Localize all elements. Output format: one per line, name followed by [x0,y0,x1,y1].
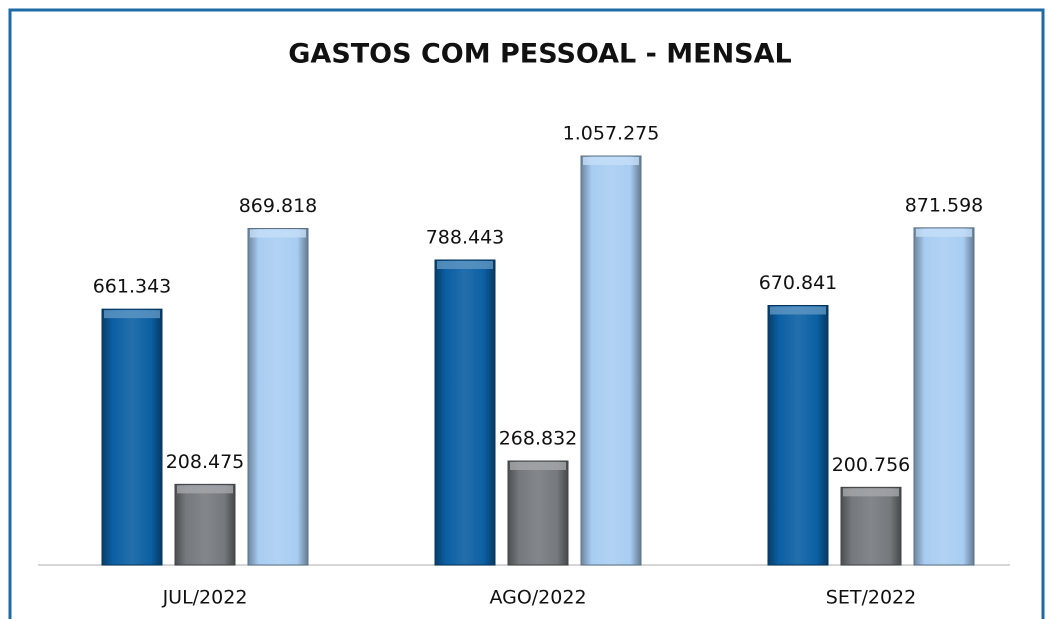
value-label: 788.443 [426,226,505,248]
bar-bevel [916,228,972,237]
x-tick-label: AGO/2022 [489,587,586,609]
bar-bevel [583,157,639,165]
bar-bevel [770,306,826,315]
value-label: 869.818 [239,195,318,217]
bar [913,227,975,566]
x-tick-label: SET/2022 [826,587,916,609]
bar [507,460,569,566]
x-tick-label: JUL/2022 [162,587,248,609]
bar [101,308,163,566]
bar-bevel [177,485,233,494]
bar-bevel [510,462,566,471]
value-label: 661.343 [93,276,172,298]
bar-bevel [250,229,306,238]
bar [434,259,496,566]
bar-bevel [437,260,493,269]
bar [247,228,309,566]
bar [580,155,642,566]
bar [840,486,902,566]
bar-bevel [104,310,160,319]
value-label: 208.475 [166,451,245,473]
frame [8,8,1045,619]
chart-title: GASTOS COM PESSOAL - MENSAL [288,39,791,70]
bar-bevel [843,488,899,497]
value-label: 670.841 [759,272,838,294]
value-label: 200.756 [832,454,911,476]
value-label: 1.057.275 [563,123,660,145]
bar [767,304,829,566]
value-label: 268.832 [499,428,578,450]
value-label: 871.598 [905,194,984,216]
bar [174,483,236,566]
